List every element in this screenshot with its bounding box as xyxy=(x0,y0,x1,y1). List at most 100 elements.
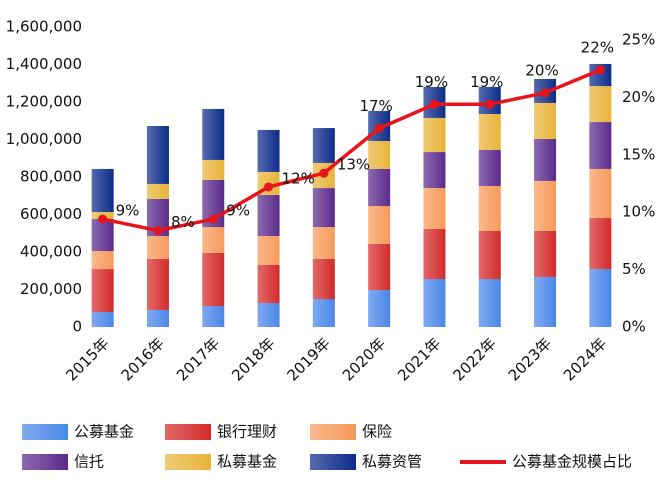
bar-segment xyxy=(91,251,114,270)
y-tick-label: 1,000,000 xyxy=(6,130,82,148)
bar-segment xyxy=(146,258,169,310)
line-point xyxy=(540,88,550,98)
bar-segment xyxy=(202,252,225,306)
bar-segment xyxy=(257,303,280,327)
bar-segment xyxy=(478,279,501,327)
line-point xyxy=(98,214,108,224)
bar-segment xyxy=(202,306,225,327)
bar-segment xyxy=(202,159,225,180)
bar-segment xyxy=(589,269,612,327)
y-tick-label: 1,200,000 xyxy=(6,93,82,111)
y2-tick-label: 25% xyxy=(622,31,655,49)
bar-segment xyxy=(478,231,501,279)
data-label: 20% xyxy=(525,61,558,79)
y-tick-label: 400,000 xyxy=(20,243,82,261)
bar-segment xyxy=(534,276,557,327)
data-label: 8% xyxy=(171,213,195,231)
bar-segment xyxy=(423,152,446,189)
line-point xyxy=(374,123,384,133)
bar-segment xyxy=(312,258,335,300)
y-tick-label: 1,600,000 xyxy=(6,18,82,36)
x-tick-label: 2021年 xyxy=(394,334,444,384)
x-tick-label: 2019年 xyxy=(284,334,334,384)
bar-segment xyxy=(146,183,169,199)
bar-segment xyxy=(368,243,391,291)
bar-segment xyxy=(312,188,335,228)
x-tick-label: 2017年 xyxy=(173,334,223,384)
bar-segment xyxy=(146,198,169,237)
data-label: 22% xyxy=(581,38,614,56)
legend-label: 保险 xyxy=(362,423,392,441)
x-tick-label: 2016年 xyxy=(118,334,168,384)
bar-segment xyxy=(257,195,280,237)
bar-segment xyxy=(91,312,114,327)
legend-label: 信托 xyxy=(74,453,104,471)
y-tick-label: 200,000 xyxy=(20,280,82,298)
y-tick-label: 1,400,000 xyxy=(6,55,82,73)
bar-segment xyxy=(368,206,391,244)
bar-segment xyxy=(589,218,612,270)
line-point xyxy=(485,99,495,109)
bar-segment xyxy=(202,227,225,253)
legend-label: 公募基金 xyxy=(74,423,134,441)
bar-segment xyxy=(534,102,557,139)
bar-segment xyxy=(423,279,446,327)
y2-tick-label: 0% xyxy=(622,318,646,336)
bar-segment xyxy=(202,108,225,160)
data-label: 17% xyxy=(359,97,392,115)
x-tick-label: 2015年 xyxy=(62,334,112,384)
bar-segment xyxy=(146,126,169,184)
y2-tick-label: 5% xyxy=(622,260,646,278)
bar-segment xyxy=(589,168,612,219)
legend-swatch xyxy=(310,454,356,470)
x-tick-label: 2024年 xyxy=(560,334,610,384)
bar-segment xyxy=(478,150,501,186)
x-tick-label: 2023年 xyxy=(505,334,555,384)
line-point xyxy=(153,226,163,236)
data-label: 12% xyxy=(282,169,315,187)
bar-segment xyxy=(423,228,446,279)
bar-segment xyxy=(368,141,391,169)
legend-label: 私募资管 xyxy=(362,453,422,471)
legend-swatch xyxy=(310,424,356,440)
data-label: 13% xyxy=(337,156,370,174)
bar-segment xyxy=(478,114,501,150)
bar-segment xyxy=(589,122,612,169)
data-label: 9% xyxy=(116,202,140,220)
bar-segment xyxy=(589,63,612,87)
y2-tick-label: 15% xyxy=(622,145,655,163)
legend-swatch xyxy=(22,424,68,440)
line-point xyxy=(208,214,218,224)
bar-segment xyxy=(146,309,169,327)
line xyxy=(102,68,602,233)
legend-label: 公募基金规模占比 xyxy=(512,453,632,471)
y-tick-label: 600,000 xyxy=(20,205,82,223)
data-label: 19% xyxy=(415,73,448,91)
data-label: 9% xyxy=(226,202,250,220)
x-tick-label: 2020年 xyxy=(339,334,389,384)
bar-segment xyxy=(91,219,114,252)
bar-segment xyxy=(368,168,391,207)
legend-label: 私募基金 xyxy=(217,453,277,471)
legend-label: 银行理财 xyxy=(217,423,277,441)
bar-segment xyxy=(312,227,335,259)
legend-swatch xyxy=(165,424,211,440)
line-point xyxy=(319,168,329,178)
legend-swatch xyxy=(22,454,68,470)
line-point xyxy=(264,182,274,192)
bar-segment xyxy=(423,117,446,153)
bar-segment xyxy=(91,168,114,213)
bar-segment xyxy=(257,129,280,172)
bar-segment xyxy=(257,236,280,265)
data-label: 19% xyxy=(470,73,503,91)
y2-tick-label: 10% xyxy=(622,203,655,221)
bar-segment xyxy=(534,138,557,181)
bar-segment xyxy=(146,236,169,259)
bar-segment xyxy=(478,186,501,231)
x-tick-label: 2018年 xyxy=(228,334,278,384)
bar-segment xyxy=(312,299,335,327)
line-point xyxy=(595,65,605,75)
bar-segment xyxy=(589,86,612,123)
legend-swatch xyxy=(165,454,211,470)
